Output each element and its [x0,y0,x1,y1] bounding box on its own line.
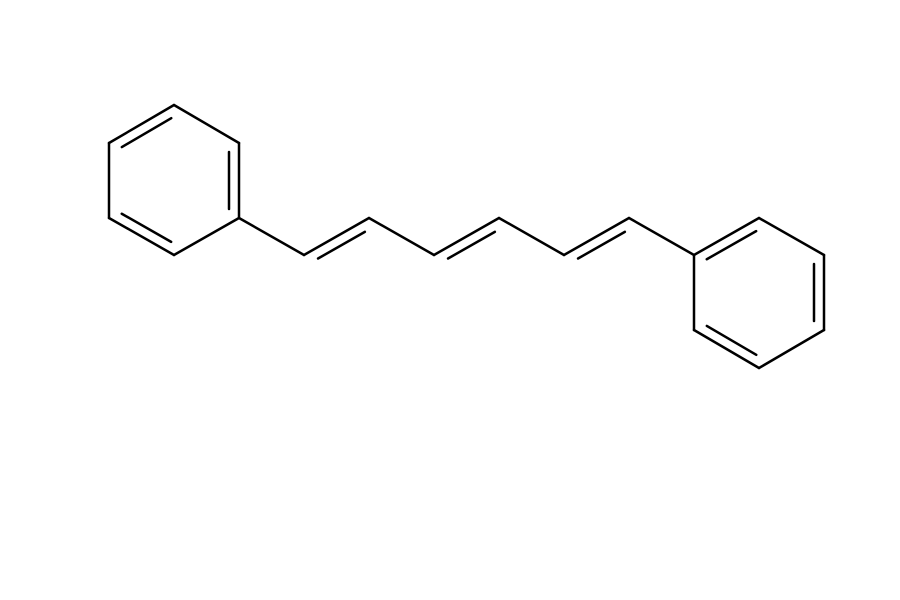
bond-C1-C2-inner [318,232,365,259]
bond-L6-C1 [239,218,304,255]
bond-R1-R2 [694,218,759,255]
bond-L2-L3-inner [122,118,171,147]
bond-R4-R5 [759,330,824,368]
bond-C4-C5 [499,218,564,255]
bond-C2-C3 [369,218,434,255]
bond-C3-C4 [434,218,499,255]
bond-L4-L5 [109,218,174,255]
bond-L4-L5-inner [122,214,171,242]
bond-R2-R3 [759,218,824,255]
bond-R1-R2-inner [707,231,756,259]
bond-R5-R6 [694,330,759,368]
bond-L1-L2 [174,105,239,143]
bond-L5-L6 [174,218,239,255]
bond-C3-C4-inner [448,232,495,259]
bond-C6-R1 [629,218,694,255]
bond-C1-C2 [304,218,369,255]
bond-C5-C6-inner [578,232,625,259]
bond-R5-R6-inner [707,326,756,355]
bond-C5-C6 [564,218,629,255]
chemical-structure-diagram [0,0,900,600]
bond-L2-L3 [109,105,174,143]
